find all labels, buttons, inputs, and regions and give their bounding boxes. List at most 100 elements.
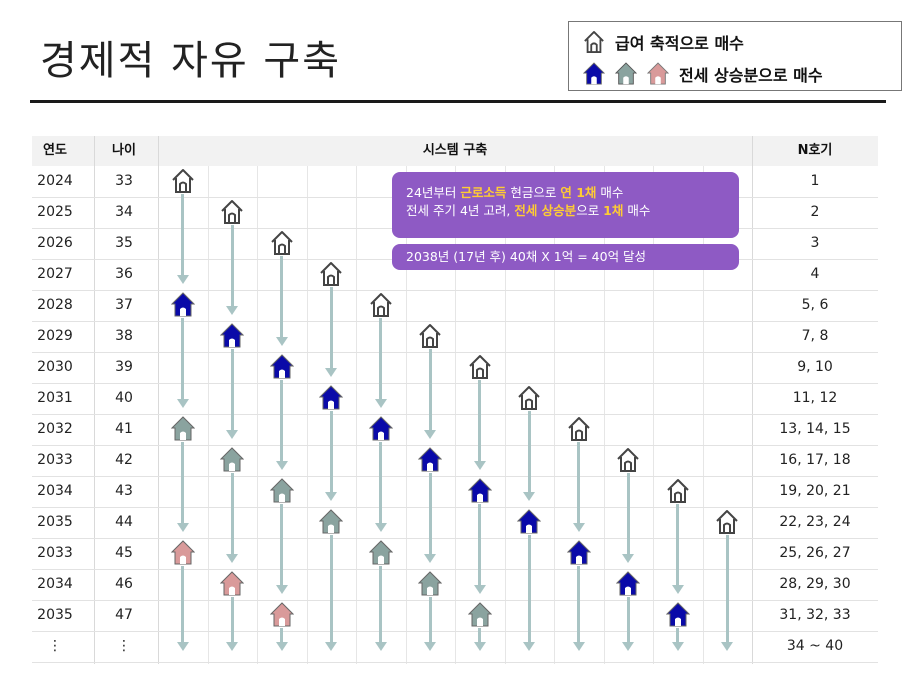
house-gray-icon <box>220 447 245 472</box>
timeline-arrow-line <box>280 504 284 586</box>
timeline-arrow-line <box>280 256 284 338</box>
house-outline-icon <box>568 417 590 441</box>
house-blue-icon <box>583 62 605 85</box>
row-divider <box>32 662 878 663</box>
table-cell-count: 28, 29, 30 <box>779 576 851 592</box>
timeline-arrow-line <box>181 194 185 276</box>
legend-salary-label: 급여 축적으로 매수 <box>615 34 744 53</box>
house-gray-icon <box>319 509 344 534</box>
timeline-arrow-line <box>478 380 482 462</box>
timeline-arrow-line <box>181 442 185 524</box>
timeline-arrow-line <box>527 535 531 643</box>
system-column-divider <box>504 166 506 664</box>
table-cell-age: ⋮ <box>117 638 131 654</box>
column-divider <box>158 136 159 664</box>
timeline-arrow-head <box>671 585 684 594</box>
timeline-arrow-head <box>374 399 387 408</box>
house-outline-icon <box>518 386 540 410</box>
timeline-arrow-line <box>379 442 383 524</box>
house-outline-icon <box>584 31 604 53</box>
timeline-arrow-line <box>230 349 234 431</box>
timeline-arrow-head <box>671 642 684 651</box>
timeline-arrow-line <box>230 597 234 643</box>
row-divider <box>32 600 878 601</box>
row-divider <box>32 476 878 477</box>
timeline-arrow-line <box>230 225 234 307</box>
header-year: 연도 <box>43 143 67 158</box>
timeline-arrow-line <box>478 504 482 586</box>
table-cell-year: 2029 <box>37 328 73 344</box>
house-gray-icon <box>418 571 443 596</box>
system-column-divider <box>356 166 357 664</box>
house-outline-icon <box>667 479 689 503</box>
table-cell-year: 2033 <box>37 545 73 561</box>
house-gray-icon <box>467 602 492 627</box>
timeline-arrow-line <box>478 628 482 643</box>
row-divider <box>32 538 878 539</box>
timeline-arrow-head <box>226 554 239 563</box>
table-cell-age: 45 <box>115 545 133 561</box>
house-blue-icon <box>616 571 641 596</box>
table-cell-age: 41 <box>115 421 133 437</box>
legend-jeonse-label: 전세 상승분으로 매수 <box>679 66 823 85</box>
row-divider <box>32 507 878 508</box>
table-cell-count: 31, 32, 33 <box>779 607 851 623</box>
house-outline-icon <box>419 324 441 348</box>
system-column-divider <box>207 166 209 664</box>
timeline-arrow-line <box>626 473 630 555</box>
legend-row-jeonse: 전세 상승분으로 매수 <box>583 62 823 86</box>
table-cell-age: 40 <box>115 390 133 406</box>
table-cell-count: 2 <box>810 204 820 220</box>
timeline-arrow-head <box>622 642 635 651</box>
header-system: 시스템 구축 <box>422 143 488 158</box>
timeline-arrow-line <box>329 287 333 369</box>
house-blue-icon <box>319 385 344 410</box>
system-column-divider <box>405 166 407 664</box>
house-gray-icon <box>615 62 637 85</box>
system-column-divider <box>702 166 704 664</box>
system-column-divider <box>257 166 258 664</box>
timeline-arrow-head <box>374 523 387 532</box>
row-divider <box>32 569 878 570</box>
house-outline-icon <box>617 448 639 472</box>
page-title: 경제적 자유 구축 <box>40 38 342 84</box>
house-outline-icon <box>172 169 194 193</box>
house-pink-icon <box>269 602 294 627</box>
legend-row-salary: 급여 축적으로 매수 <box>583 30 744 54</box>
timeline-arrow-head <box>226 430 239 439</box>
note-plan: 24년부터 근로소득 현금으로 연 1채 매수 전세 주기 4년 고려, 전세 … <box>392 172 739 238</box>
table-cell-age: 37 <box>115 297 133 313</box>
timeline-arrow-head <box>176 642 189 651</box>
table-cell-count: 5, 6 <box>801 297 829 313</box>
table-cell-age: 38 <box>115 328 133 344</box>
timeline-arrow-line <box>626 597 630 643</box>
system-column-divider <box>653 166 654 664</box>
timeline-arrow-head <box>424 554 437 563</box>
timeline-arrow-head <box>275 642 288 651</box>
table-cell-age: 39 <box>115 359 133 375</box>
timeline-arrow-line <box>379 566 383 643</box>
row-divider <box>32 631 878 632</box>
timeline-arrow-head <box>622 554 635 563</box>
timeline-arrow-head <box>325 642 338 651</box>
table-cell-age: 43 <box>115 483 133 499</box>
house-pink-icon <box>647 62 669 85</box>
timeline-arrow-head <box>473 642 486 651</box>
timeline-arrow-head <box>275 461 288 470</box>
table-cell-year: 2028 <box>37 297 73 313</box>
table-cell-age: 42 <box>115 452 133 468</box>
system-column-divider <box>306 166 308 664</box>
header-count: N호기 <box>797 143 833 158</box>
system-column-divider <box>455 166 456 664</box>
house-pink-icon <box>170 540 195 565</box>
timeline-arrow-head <box>176 523 189 532</box>
row-divider <box>32 383 878 384</box>
timeline-arrow-line <box>181 566 185 643</box>
table-cell-age: 33 <box>115 173 133 189</box>
house-blue-icon <box>220 323 245 348</box>
timeline-arrow-line <box>329 411 333 493</box>
table-cell-year: 2030 <box>37 359 73 375</box>
timeline-arrow-line <box>676 504 680 586</box>
row-divider <box>32 321 878 322</box>
table-cell-count: 1 <box>810 173 820 189</box>
